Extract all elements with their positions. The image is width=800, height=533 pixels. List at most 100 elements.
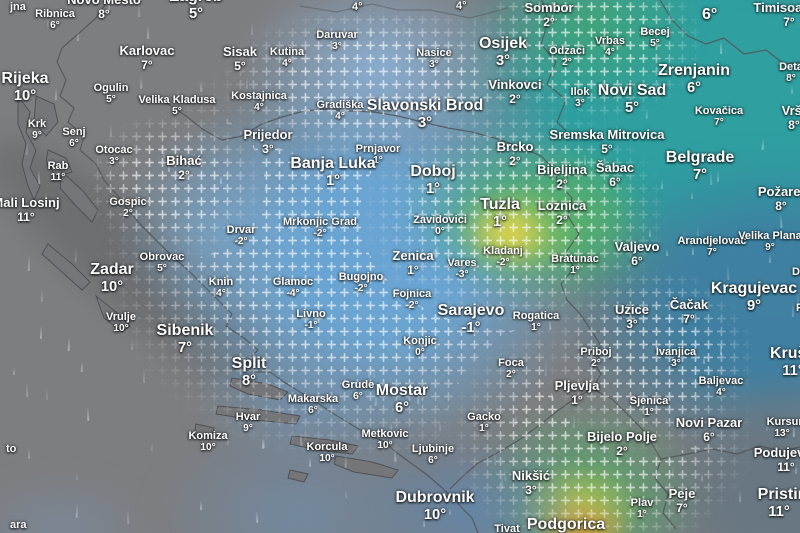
city-label[interactable]: Rab 11° bbox=[48, 160, 69, 184]
city-label[interactable]: Vares -3° bbox=[447, 257, 476, 281]
city-label[interactable]: Čačak 7° bbox=[670, 297, 708, 326]
city-label[interactable]: Deta 8° bbox=[779, 61, 800, 85]
city-label[interactable]: Zrenjanin 6° bbox=[658, 62, 730, 96]
city-label[interactable]: Zavidovici 0° bbox=[413, 214, 467, 238]
city-label[interactable]: Velika Plana 9° bbox=[738, 230, 800, 254]
city-label[interactable]: Ilok 3° bbox=[571, 86, 590, 110]
city-label[interactable]: Bratunac 1° bbox=[551, 253, 599, 277]
city-label[interactable]: Dubrovnik 10° bbox=[395, 489, 474, 523]
city-label[interactable]: Arandjelovac 7° bbox=[677, 235, 746, 259]
city-label[interactable]: Konjic 0° bbox=[403, 335, 437, 359]
city-label[interactable]: Bijeljina 2° bbox=[537, 162, 587, 191]
city-label[interactable]: Priboj 2° bbox=[580, 346, 611, 370]
city-label[interactable]: Vršac8° bbox=[782, 103, 800, 132]
city-label[interactable]: Sjenica 1° bbox=[630, 395, 669, 419]
city-label[interactable]: Valjevo 6° bbox=[615, 239, 660, 268]
city-label[interactable]: Banja Luka 1° bbox=[290, 155, 375, 189]
city-label[interactable]: Sibenik 7° bbox=[157, 322, 214, 356]
city-label[interactable]: Podujevo11° bbox=[754, 445, 800, 474]
city-label[interactable]: Kladanj -2° bbox=[483, 245, 523, 269]
city-label[interactable]: Tuzla 1° bbox=[480, 196, 520, 230]
city-label[interactable]: Livno -1° bbox=[296, 308, 325, 332]
city-label[interactable]: Prnjavor 1° bbox=[356, 143, 401, 167]
city-label[interactable]: Vinkovci 2° bbox=[488, 77, 541, 106]
city-label[interactable]: Rijeka 10° bbox=[1, 70, 48, 104]
city-label[interactable]: Makarska 6° bbox=[288, 393, 338, 417]
city-label[interactable]: Sisak 5° bbox=[223, 44, 257, 73]
city-label[interactable]: Ljubinje 6° bbox=[412, 443, 454, 467]
city-label[interactable]: Komiza 10° bbox=[188, 430, 227, 454]
city-label[interactable]: Foca 2° bbox=[498, 357, 524, 381]
city-label[interactable]: Doboj 1° bbox=[410, 163, 455, 197]
city-label[interactable]: Vrbas 4° bbox=[595, 35, 625, 59]
city-label[interactable]: Metkovic 10° bbox=[361, 428, 408, 452]
city-label[interactable]: Kovačica 7° bbox=[695, 105, 743, 129]
city-label[interactable]: Odzaci 2° bbox=[549, 45, 585, 69]
city-label[interactable]: Vrulje 10° bbox=[106, 311, 136, 335]
city-label[interactable]: Tivat bbox=[494, 523, 519, 533]
city-label[interactable]: Šabac 6° bbox=[596, 160, 634, 189]
city-label[interactable]: Uzice 3° bbox=[615, 302, 649, 331]
city-label[interactable]: Bihać 2° bbox=[166, 153, 201, 182]
city-label[interactable]: Korcula 10° bbox=[307, 441, 348, 465]
partial-city-label[interactable]: 6° bbox=[702, 6, 718, 23]
city-label[interactable]: Sombor 2° bbox=[524, 0, 573, 29]
city-label[interactable]: Kostajnica 4° bbox=[231, 90, 287, 114]
city-label[interactable]: Baljevac 4° bbox=[699, 375, 744, 399]
city-label[interactable]: Drvar -2° bbox=[227, 224, 256, 248]
city-label[interactable]: Obrovac 5° bbox=[140, 251, 185, 275]
city-label[interactable]: Zenica 1° bbox=[392, 248, 433, 277]
city-label[interactable]: Nasice 3° bbox=[416, 47, 451, 71]
city-label[interactable]: Timisoara7° bbox=[753, 0, 800, 29]
city-label[interactable]: Gospic 2° bbox=[109, 196, 146, 220]
partial-city-label[interactable]: P bbox=[796, 302, 800, 314]
city-label[interactable]: Požarevac8° bbox=[758, 184, 800, 213]
city-label[interactable]: Bijelo Polje 2° bbox=[587, 429, 657, 458]
city-label[interactable]: Pljevlja 1° bbox=[555, 378, 600, 407]
partial-city-label[interactable]: ara bbox=[10, 519, 27, 531]
city-label[interactable]: Mrkonjic Grad -2° bbox=[283, 216, 357, 240]
city-label[interactable]: Becej 5° bbox=[640, 26, 669, 50]
city-label[interactable]: Sarajevo -1° bbox=[438, 302, 505, 336]
city-label[interactable]: Novi Sad 5° bbox=[598, 82, 666, 116]
city-label[interactable]: Kutina 4° bbox=[270, 46, 304, 70]
city-label[interactable]: Loznica 2° bbox=[538, 198, 586, 227]
city-label[interactable]: Sremska Mitrovica 5° bbox=[550, 127, 665, 156]
city-label[interactable]: Brcko 2° bbox=[497, 139, 534, 168]
city-label[interactable]: Kursumlija13° bbox=[767, 416, 800, 440]
city-label[interactable]: Hvar 9° bbox=[236, 411, 260, 435]
city-label[interactable]: Ogulin 5° bbox=[94, 82, 129, 106]
city-label[interactable]: Ribnica 6° bbox=[35, 8, 75, 32]
city-label[interactable]: Glamoc -4° bbox=[273, 276, 313, 300]
city-label[interactable]: Otocac 3° bbox=[95, 144, 132, 168]
city-label[interactable]: Pristina11° bbox=[758, 486, 800, 520]
city-label[interactable]: Bugojno -2° bbox=[339, 271, 384, 295]
city-label[interactable]: Belgrade 7° bbox=[666, 149, 734, 183]
partial-city-label[interactable]: 4° bbox=[352, 1, 363, 13]
city-label[interactable]: Senj 6° bbox=[62, 126, 85, 150]
city-label[interactable]: Gacko 1° bbox=[467, 411, 501, 435]
city-label[interactable]: Novo Mesto8° bbox=[67, 0, 141, 21]
city-label[interactable]: Grude 6° bbox=[342, 379, 374, 403]
city-label[interactable]: Nikšić 3° bbox=[512, 468, 550, 497]
city-label[interactable]: Karlovac 7° bbox=[120, 43, 175, 72]
city-label[interactable]: Gradiška 4° bbox=[316, 99, 363, 123]
city-label[interactable]: Osijek 3° bbox=[479, 35, 527, 69]
city-label[interactable]: Ivanjica 3° bbox=[656, 346, 696, 370]
city-label[interactable]: Rogatica 1° bbox=[513, 310, 559, 334]
partial-city-label[interactable]: 4° bbox=[456, 0, 467, 12]
city-label[interactable]: Podgorica bbox=[527, 516, 605, 533]
city-label[interactable]: Daruvar 3° bbox=[316, 29, 358, 53]
city-label[interactable]: Slavonski Brod 3° bbox=[367, 97, 483, 131]
city-label[interactable]: Plav 1° bbox=[631, 497, 654, 521]
city-label[interactable]: Split 8° bbox=[232, 355, 267, 389]
partial-city-label[interactable]: jna bbox=[10, 1, 26, 13]
city-label[interactable]: Zadar 10° bbox=[90, 261, 134, 295]
city-label[interactable]: Novi Pazar 6° bbox=[676, 415, 742, 444]
city-label[interactable]: Kruševac11° bbox=[770, 345, 800, 379]
city-label[interactable]: Kragujevac 9° bbox=[711, 280, 797, 314]
city-label[interactable]: Knin 4° bbox=[209, 276, 233, 300]
city-label[interactable]: Fojnica -2° bbox=[393, 288, 432, 312]
